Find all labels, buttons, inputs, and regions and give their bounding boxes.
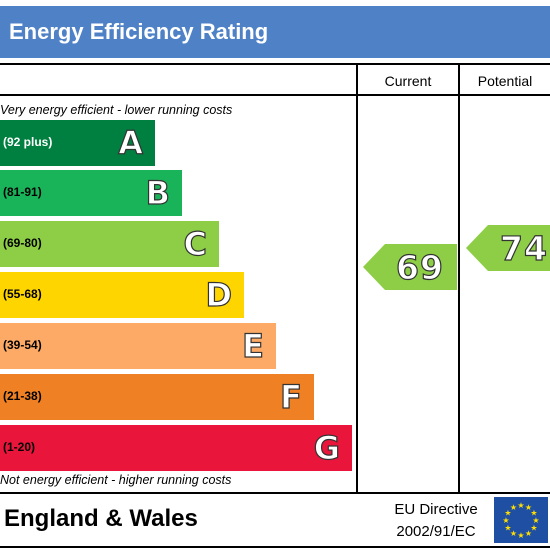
flag-star-icon: ★ bbox=[532, 516, 539, 525]
directive-line-2: 2002/91/EC bbox=[396, 523, 476, 540]
band-letter: B bbox=[145, 173, 171, 212]
flag-star-icon: ★ bbox=[525, 503, 532, 512]
flag-star-icon: ★ bbox=[530, 524, 537, 533]
potential-column-header: Potential bbox=[477, 73, 533, 89]
page-title: Energy Efficiency Rating bbox=[9, 19, 269, 44]
eu-flag-icon: ★ ★ ★ ★ ★ ★ ★ ★ ★ ★ ★ ★ bbox=[494, 497, 548, 543]
flag-star-icon: ★ bbox=[504, 509, 511, 518]
current-column-header: Current bbox=[384, 73, 432, 89]
band-range: (69-80) bbox=[3, 236, 42, 250]
band-a: (92 plus) A bbox=[0, 120, 155, 166]
eu-directive: EU Directive 2002/91/EC bbox=[380, 499, 492, 543]
band-letter: A bbox=[118, 123, 144, 162]
current-column-divider bbox=[356, 63, 358, 494]
current-arrow-shape bbox=[363, 244, 457, 290]
band-d: (55-68) D bbox=[0, 272, 244, 318]
current-rating-value: 69 bbox=[395, 247, 444, 287]
top-note: Very energy efficient - lower running co… bbox=[0, 103, 233, 117]
band-letter: E bbox=[242, 326, 265, 365]
flag-star-icon: ★ bbox=[510, 503, 517, 512]
footer-divider bbox=[0, 492, 550, 494]
header-divider bbox=[0, 94, 550, 96]
flag-star-icon: ★ bbox=[525, 529, 532, 538]
bottom-note: Not energy efficient - higher running co… bbox=[0, 473, 232, 487]
potential-rating-value: 74 bbox=[499, 228, 548, 268]
region-label: England & Wales bbox=[4, 505, 198, 532]
potential-column-divider bbox=[458, 63, 460, 494]
band-letter: G bbox=[313, 428, 340, 467]
bottom-border bbox=[0, 546, 550, 548]
band-letter: C bbox=[183, 224, 208, 263]
title-bar: Energy Efficiency Rating bbox=[0, 6, 550, 58]
band-range: (81-91) bbox=[3, 185, 42, 199]
flag-star-icon: ★ bbox=[517, 531, 524, 540]
band-range: (39-54) bbox=[3, 338, 42, 352]
flag-star-icon: ★ bbox=[530, 509, 537, 518]
current-rating-arrow: 69 bbox=[363, 244, 457, 290]
top-border bbox=[0, 63, 550, 65]
flag-star-icon: ★ bbox=[517, 501, 524, 510]
band-e: (39-54) E bbox=[0, 323, 276, 369]
potential-rating-arrow: 74 bbox=[466, 225, 550, 271]
band-range: (92 plus) bbox=[3, 135, 53, 149]
band-letter: F bbox=[280, 377, 303, 416]
flag-star-icon: ★ bbox=[510, 529, 517, 538]
band-f: (21-38) F bbox=[0, 374, 314, 420]
band-range: (1-20) bbox=[3, 440, 36, 454]
band-g: (1-20) G bbox=[0, 425, 352, 471]
band-b: (81-91) B bbox=[0, 170, 182, 216]
flag-star-icon: ★ bbox=[502, 516, 509, 525]
band-range: (55-68) bbox=[3, 287, 42, 301]
band-letter: D bbox=[205, 275, 233, 314]
band-c: (69-80) C bbox=[0, 221, 219, 267]
potential-arrow-shape bbox=[466, 225, 550, 271]
directive-line-1: EU Directive bbox=[394, 501, 478, 518]
flag-star-icon: ★ bbox=[504, 524, 511, 533]
band-range: (21-38) bbox=[3, 389, 42, 403]
